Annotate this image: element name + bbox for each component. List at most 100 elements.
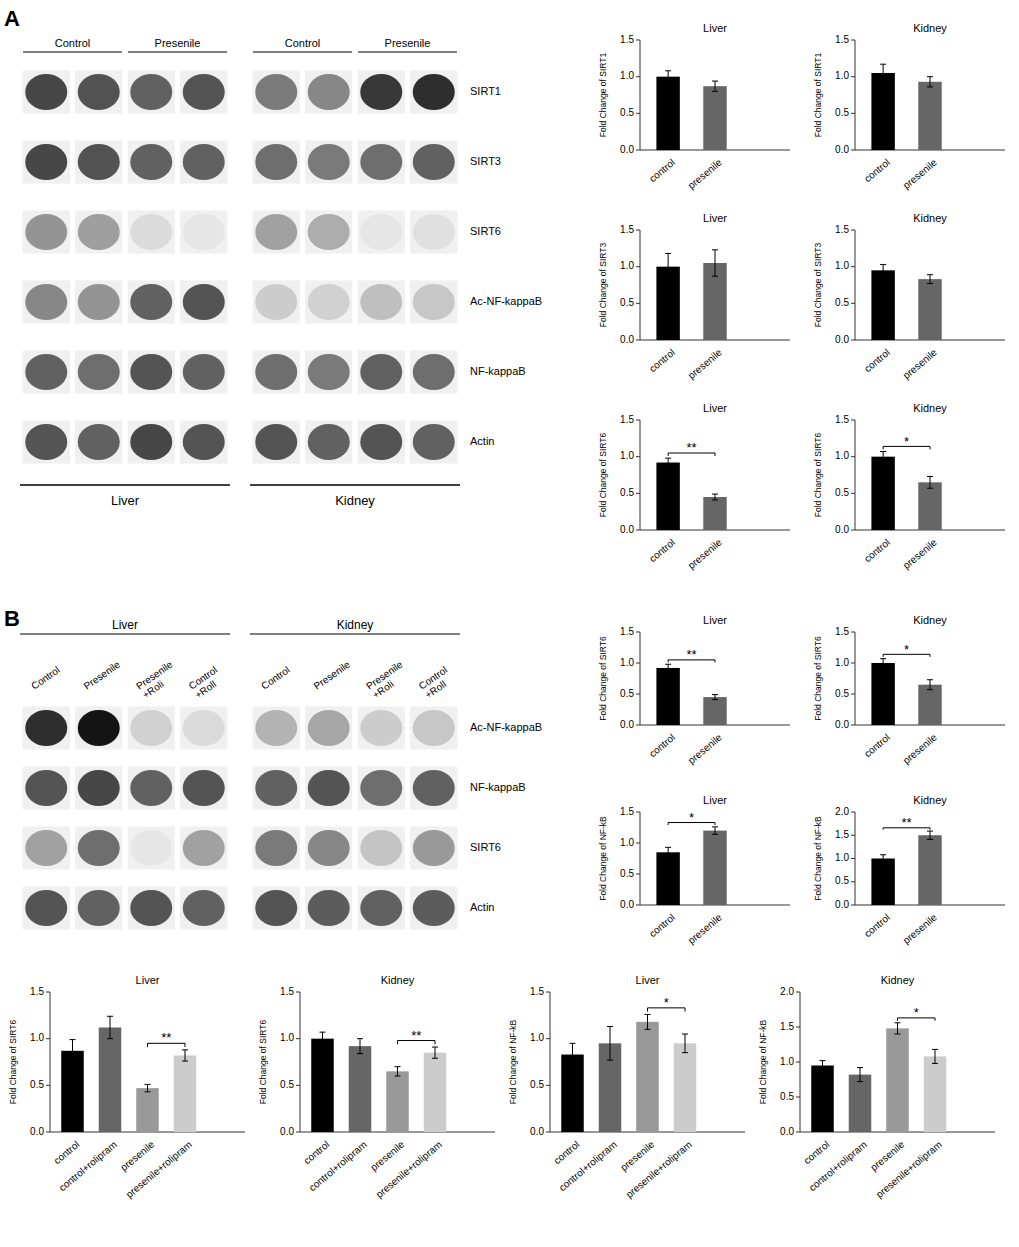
bar-chart: KidneyFold Change of SIRT30.00.51.01.5co… xyxy=(813,212,1005,381)
error-stem xyxy=(935,1049,936,1063)
error-cap xyxy=(880,658,886,659)
bar xyxy=(918,835,941,905)
row-label: SIRT3 xyxy=(470,155,501,167)
y-axis xyxy=(640,420,641,530)
bar xyxy=(871,270,894,340)
y-tick-label: 0.5 xyxy=(835,297,849,308)
error-cap xyxy=(682,1052,688,1053)
y-tick-label: 0.5 xyxy=(780,1091,794,1102)
y-axis-label: Fold Change of NF-kB xyxy=(598,816,608,901)
lane-background xyxy=(253,70,300,113)
error-cap xyxy=(682,1034,688,1035)
y-tick xyxy=(851,493,855,494)
y-tick xyxy=(546,1132,550,1133)
plot-area xyxy=(871,64,941,150)
lane-background xyxy=(23,826,70,869)
significance-label: ** xyxy=(687,440,697,455)
significance-label: ** xyxy=(902,815,912,830)
y-tick-label: 0.5 xyxy=(30,1079,44,1090)
significance-label: ** xyxy=(687,647,697,662)
y-tick-label: 0.0 xyxy=(620,144,634,155)
lane-label: Control xyxy=(259,664,292,692)
error-bar xyxy=(712,81,718,91)
error-stem xyxy=(897,1023,898,1034)
error-bar xyxy=(145,1084,151,1091)
y-axis xyxy=(855,632,856,725)
chart-title: Kidney xyxy=(381,974,415,986)
blot-band xyxy=(183,354,225,390)
error-stem xyxy=(715,250,716,276)
plot-area xyxy=(871,831,941,905)
y-tick-label: 0.5 xyxy=(620,107,634,118)
blot-band xyxy=(413,770,455,806)
y-tick-label: 0.0 xyxy=(280,1126,294,1137)
lane-background xyxy=(75,420,122,463)
error-cap xyxy=(895,1022,901,1023)
chart-title: Kidney xyxy=(913,614,947,626)
blot-band xyxy=(78,214,120,250)
y-tick-label: 1.0 xyxy=(835,260,849,271)
bar xyxy=(636,1022,659,1132)
lane-background xyxy=(358,280,405,323)
chart-title: Liver xyxy=(703,212,727,224)
bar xyxy=(656,77,679,150)
bar xyxy=(871,663,894,725)
blot-band xyxy=(308,144,350,180)
bar xyxy=(99,1027,122,1132)
chart-title: Kidney xyxy=(913,794,947,806)
y-tick-label: 0.0 xyxy=(835,334,849,345)
error-cap xyxy=(880,64,886,65)
y-tick xyxy=(851,725,855,726)
bar xyxy=(849,1075,872,1132)
error-stem xyxy=(647,1014,648,1029)
error-bar xyxy=(895,1023,901,1034)
lane-label-line: +Roli xyxy=(140,678,165,700)
y-tick-label: 1.5 xyxy=(835,34,849,45)
blot-band xyxy=(255,770,297,806)
bar-chart: LiverFold Change of SIRT60.00.51.01.5con… xyxy=(8,974,245,1200)
error-cap xyxy=(927,283,933,284)
row-label: Actin xyxy=(470,901,494,913)
error-cap xyxy=(712,826,718,827)
error-cap xyxy=(820,1070,826,1071)
blot-band xyxy=(78,770,120,806)
bar xyxy=(674,1043,697,1132)
organ-underline xyxy=(20,484,230,486)
lane-background xyxy=(23,140,70,183)
bar xyxy=(174,1055,197,1132)
x-tick-label: presenile+rolipram xyxy=(874,1139,944,1200)
y-tick xyxy=(636,812,640,813)
error-cap xyxy=(70,1039,76,1040)
x-tick-label: control xyxy=(801,1139,831,1167)
blot-band xyxy=(130,354,172,390)
bar xyxy=(924,1056,947,1132)
error-cap xyxy=(857,1081,863,1082)
y-axis xyxy=(640,40,641,150)
blot-band xyxy=(360,710,402,746)
y-tick-label: 1.5 xyxy=(835,829,849,840)
error-cap xyxy=(320,1032,326,1033)
lane-background xyxy=(358,140,405,183)
y-tick xyxy=(851,530,855,531)
y-tick-label: 0.5 xyxy=(620,868,634,879)
blot-band xyxy=(255,354,297,390)
error-bar xyxy=(665,458,671,467)
y-tick-label: 0.0 xyxy=(530,1126,544,1137)
y-tick xyxy=(851,694,855,695)
error-cap xyxy=(107,1016,113,1017)
y-tick xyxy=(851,456,855,457)
error-cap xyxy=(665,253,671,254)
y-tick xyxy=(851,835,855,836)
bar xyxy=(871,859,894,906)
blot-band xyxy=(130,890,172,926)
plot-area xyxy=(871,264,941,340)
error-stem xyxy=(930,680,931,690)
y-axis-label: Fold Change of SIRT3 xyxy=(598,243,608,328)
bar xyxy=(424,1053,447,1132)
y-tick-label: 1.0 xyxy=(620,837,634,848)
y-tick-label: 1.0 xyxy=(835,657,849,668)
error-cap xyxy=(182,1049,188,1050)
y-tick xyxy=(851,266,855,267)
blot-band xyxy=(413,710,455,746)
error-bar xyxy=(880,452,886,462)
